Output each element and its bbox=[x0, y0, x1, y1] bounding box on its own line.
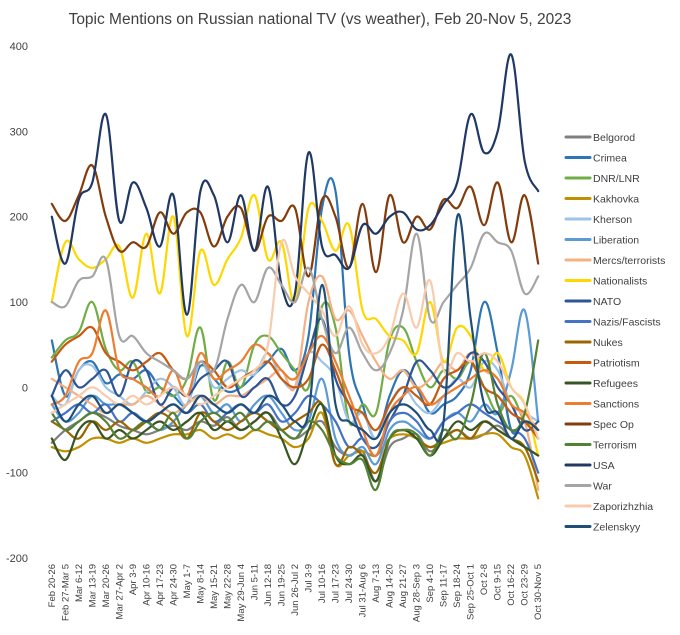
series-line-war bbox=[50, 231, 540, 381]
legend-label-usa: USA bbox=[593, 460, 615, 472]
legend-label-terrorism: Terrorism bbox=[593, 440, 637, 452]
legend-label-dnr-lnr: DNR/LNR bbox=[593, 173, 640, 185]
y-tick-label: 0 bbox=[22, 382, 28, 394]
x-tick-label: Oct 2-8 bbox=[479, 564, 490, 595]
series-line-terrorism bbox=[50, 339, 540, 491]
legend-label-nato: NATO bbox=[593, 296, 621, 308]
x-tick-label: Mar 27-Apr 2 bbox=[114, 564, 125, 619]
legend-label-nationalists: Nationalists bbox=[593, 276, 647, 288]
legend-label-spec-op: Spec Op bbox=[593, 419, 634, 431]
x-tick-label: Jul 10-16 bbox=[317, 564, 328, 603]
x-tick-label: Jul 24-30 bbox=[344, 564, 355, 603]
series-line-zelenskyy bbox=[50, 213, 540, 443]
legend-label-belgorod: Belgorod bbox=[593, 132, 635, 144]
x-tick-label: Apr 24-30 bbox=[168, 564, 179, 606]
legend-label-kherson: Kherson bbox=[593, 214, 632, 226]
x-tick-label: Jul 31-Aug 6 bbox=[358, 564, 369, 617]
x-tick-label: May 15-21 bbox=[209, 564, 220, 609]
legend: Belgorod Crimea DNR/LNR Kakhovka Kherson Libe… bbox=[564, 132, 665, 534]
x-tick-label: Apr 17-23 bbox=[155, 564, 166, 606]
x-tick-label: May 22-28 bbox=[222, 564, 233, 609]
x-tick-label: Jul 17-23 bbox=[331, 564, 342, 603]
series-line-nationalists bbox=[50, 194, 540, 457]
x-tick-label: Apr 3-9 bbox=[128, 564, 139, 595]
x-tick-label: Sep 4-10 bbox=[425, 564, 436, 603]
y-tick-label: 400 bbox=[10, 41, 28, 53]
y-tick-label: -100 bbox=[6, 468, 28, 480]
x-tick-label: Mar 13-19 bbox=[87, 564, 98, 607]
legend-label-nukes: Nukes bbox=[593, 337, 623, 349]
x-tick-label: Feb 20-26 bbox=[47, 564, 58, 607]
x-axis: Feb 20-26 Feb 27-Mar 5 Mar 6-12 Mar 13-19 Ma… bbox=[47, 564, 544, 622]
x-tick-label: Sep 25-Oct 1 bbox=[466, 564, 477, 620]
x-tick-label: Mar 6-12 bbox=[74, 564, 85, 602]
series-line-zaporizhzhia bbox=[50, 238, 540, 440]
x-tick-label: Apr 10-16 bbox=[141, 564, 152, 606]
legend-label-refugees: Refugees bbox=[593, 378, 638, 390]
legend-label-sanctions: Sanctions bbox=[593, 399, 639, 411]
x-tick-label: Oct 9-15 bbox=[493, 564, 504, 600]
x-tick-label: May 29-Jun 4 bbox=[236, 564, 247, 622]
x-tick-label: Jun 12-18 bbox=[263, 564, 274, 606]
x-tick-label: May 1-7 bbox=[182, 564, 193, 598]
x-tick-label: Feb 27-Mar 5 bbox=[60, 564, 71, 621]
y-tick-label: 200 bbox=[10, 212, 28, 224]
legend-label-zaporizhzhia: Zaporizhzhia bbox=[593, 501, 653, 513]
x-tick-label: Aug 21-27 bbox=[398, 564, 409, 608]
x-tick-label: Oct 30-Nov 5 bbox=[533, 564, 544, 620]
legend-label-crimea: Crimea bbox=[593, 153, 627, 165]
series-line-nato bbox=[50, 317, 540, 450]
x-tick-label: Oct 16-22 bbox=[506, 564, 517, 606]
legend-label-patriotism: Patriotism bbox=[593, 358, 640, 370]
x-tick-label: Jul 3-9 bbox=[304, 564, 315, 593]
legend-label-mercs-terrorists: Mercs/terrorists bbox=[593, 255, 665, 267]
legend-label-war: War bbox=[593, 481, 612, 493]
series-line-crimea bbox=[50, 177, 540, 440]
x-tick-label: Sep 11-17 bbox=[439, 564, 450, 607]
chart-title: Topic Mentions on Russian national TV (v… bbox=[69, 11, 572, 28]
plot-area bbox=[50, 53, 540, 500]
series-line-usa bbox=[50, 53, 540, 316]
legend-label-zelenskyy: Zelenskyy bbox=[593, 522, 641, 534]
legend-label-kakhovka: Kakhovka bbox=[593, 194, 639, 206]
y-axis: -200 -100 0 100 200 300 400 bbox=[6, 41, 28, 565]
series-line-refugees bbox=[50, 402, 540, 483]
y-tick-label: -200 bbox=[6, 553, 28, 565]
x-tick-label: Jun 26-Jul 2 bbox=[290, 564, 301, 616]
x-tick-label: Aug 14-20 bbox=[385, 564, 396, 608]
y-tick-label: 100 bbox=[10, 297, 28, 309]
series-line-patriotism bbox=[50, 325, 540, 440]
x-tick-label: Jun 19-25 bbox=[276, 564, 287, 606]
legend-label-liberation: Liberation bbox=[593, 235, 639, 247]
y-tick-label: 300 bbox=[10, 126, 28, 138]
x-tick-label: Oct 23-29 bbox=[520, 564, 531, 606]
x-tick-label: Jun 5-11 bbox=[249, 564, 260, 600]
x-tick-label: Mar 20-26 bbox=[101, 564, 112, 607]
x-tick-label: Sep 18-24 bbox=[452, 564, 463, 608]
series-line-sanctions bbox=[50, 309, 540, 457]
legend-label-nazis-fascists: Nazis/Fascists bbox=[593, 317, 661, 329]
x-tick-label: Aug 28-Sep 3 bbox=[412, 564, 423, 622]
x-tick-label: Aug 7-13 bbox=[371, 564, 382, 603]
x-tick-label: May 8-14 bbox=[195, 564, 206, 604]
